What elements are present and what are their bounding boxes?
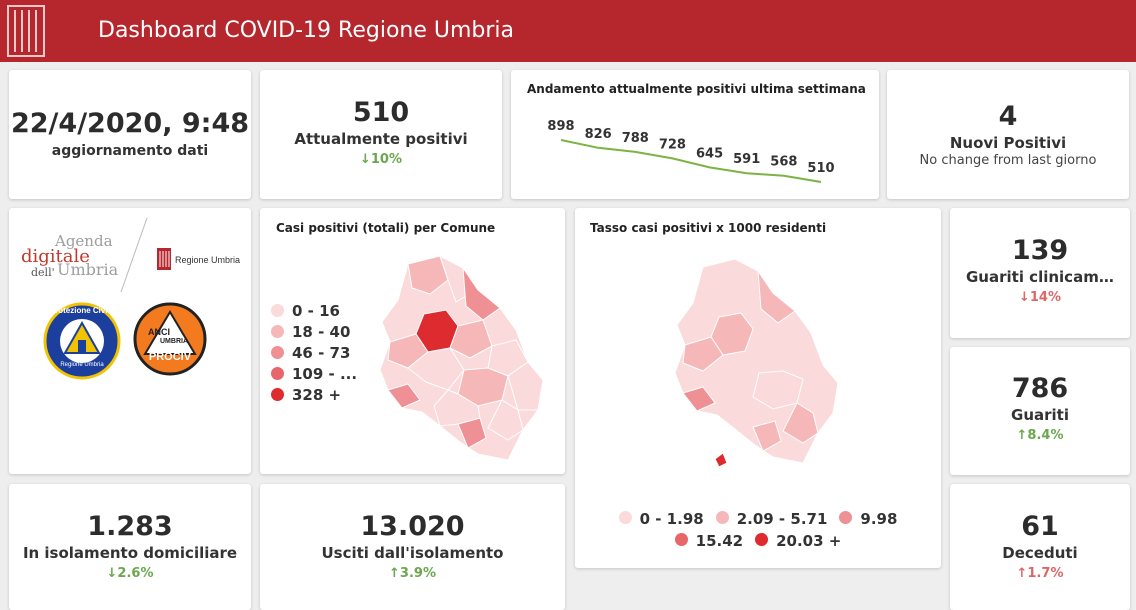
update-datetime: 22/4/2020, 9:48	[10, 108, 250, 139]
trend-data-label: 788	[622, 131, 649, 146]
protezione-top-label: Protezione Civile	[49, 306, 115, 315]
legend-item: 20.03 +	[755, 532, 841, 550]
arrow-up-icon: ↑	[1016, 428, 1028, 443]
trend-data-label: 728	[659, 137, 686, 152]
map2-umbria-map[interactable]	[663, 252, 843, 474]
map1-card: Casi positivi (totali) per Comune 0 - 16…	[260, 208, 565, 474]
legend-item: 109 - ...	[271, 363, 357, 384]
isolamento-label: In isolamento domiciliare	[22, 544, 238, 562]
deceduti-label: Deceduti	[1002, 544, 1078, 562]
nuovi-value: 4	[998, 101, 1018, 132]
map2-title: Tasso casi positivi x 1000 residenti	[590, 221, 827, 235]
arrow-up-icon: ↑	[1016, 566, 1028, 581]
usciti-card: 13.020 Usciti dall'isolamento ↑3.9%	[260, 484, 565, 610]
map1-legend: 0 - 16 18 - 40 46 - 73 109 - ... 328 +	[271, 300, 357, 405]
nuovi-label: Nuovi Positivi	[949, 134, 1067, 152]
legend-dot	[755, 533, 769, 546]
map2-legend: 0 - 1.98 2.09 - 5.71 9.98 15.42 20.03 +	[575, 508, 941, 552]
trend-title: Andamento attualmente positivi ultima se…	[527, 82, 866, 96]
positivi-card: 510 Attualmente positivi ↓10%	[260, 70, 502, 199]
map1-title: Casi positivi (totali) per Comune	[276, 221, 496, 235]
legend-dot	[618, 511, 632, 524]
guariti-value: 786	[1011, 373, 1069, 404]
positivi-change: ↓10%	[359, 152, 403, 167]
legend-item: 9.98	[839, 510, 897, 528]
map2-card: Tasso casi positivi x 1000 residenti 0 -…	[575, 208, 941, 568]
usciti-change: ↑3.9%	[389, 566, 436, 581]
legend-dot	[271, 367, 284, 380]
trend-data-label: 645	[696, 146, 723, 161]
anci-umbria-label: UMBRIA	[160, 338, 188, 345]
arrow-up-icon: ↑	[389, 566, 400, 581]
trend-line	[560, 139, 822, 183]
nuovi-note: No change from last giorno	[919, 153, 1097, 168]
agenda-digitale-logo: Agenda digitale dell' Umbria	[21, 232, 119, 279]
update-label: aggiornamento dati	[51, 143, 209, 159]
trend-card: Andamento attualmente positivi ultima se…	[511, 70, 879, 199]
positivi-label: Attualmente positivi	[294, 130, 468, 148]
arrow-down-icon: ↓	[106, 566, 118, 581]
divider-icon	[120, 217, 148, 293]
deceduti-change: ↑1.7%	[1016, 566, 1064, 581]
trend-data-label: 568	[770, 155, 797, 170]
legend-item: 46 - 73	[271, 342, 357, 363]
legend-dot	[271, 325, 284, 338]
map1-umbria-map[interactable]	[368, 250, 548, 470]
legend-dot	[674, 533, 688, 546]
arrow-down-icon: ↓	[359, 152, 371, 167]
protezione-civile-logo-icon	[43, 302, 121, 380]
update-card: 22/4/2020, 9:48 aggiornamento dati	[9, 70, 251, 199]
nuovi-card: 4 Nuovi Positivi No change from last gio…	[887, 70, 1129, 199]
legend-item: 18 - 40	[271, 321, 357, 342]
guariti-clinici-value: 139	[1011, 235, 1069, 266]
legend-dot	[271, 388, 284, 401]
legend-dot	[839, 511, 853, 524]
legend-item: 328 +	[271, 384, 357, 405]
usciti-label: Usciti dall'isolamento	[321, 544, 504, 562]
trend-data-label: 591	[733, 152, 760, 167]
legend-dot	[715, 511, 729, 524]
regione-umbria-logo-icon	[7, 5, 45, 57]
legend-dot	[271, 304, 284, 317]
guariti-clinici-card: 139 Guariti clinicamente ↓14%	[950, 208, 1130, 338]
anci-label: ANCI	[148, 327, 170, 337]
trend-data-label: 510	[807, 161, 834, 176]
guariti-change: ↑8.4%	[1016, 428, 1064, 443]
anci-prociv-logo-icon	[133, 302, 207, 376]
isolamento-change: ↓2.6%	[106, 566, 154, 581]
usciti-value: 13.020	[360, 511, 465, 542]
guariti-clinici-label: Guariti clinicamente	[966, 268, 1114, 286]
legend-item: 0 - 16	[271, 300, 357, 321]
legend-item: 15.42	[674, 532, 743, 550]
arrow-down-icon: ↓	[1018, 290, 1030, 305]
protezione-bottom-label: Regione Umbria	[60, 362, 104, 368]
guariti-clinici-change: ↓14%	[1018, 290, 1062, 305]
header-bar: Dashboard COVID-19 Regione Umbria	[0, 0, 1136, 62]
deceduti-value: 61	[1021, 511, 1059, 542]
legend-item: 0 - 1.98	[618, 510, 704, 528]
page-title: Dashboard COVID-19 Regione Umbria	[98, 18, 515, 43]
trend-chart: 898 826 788 728 645 591 568 510	[547, 119, 835, 183]
legend-dot	[271, 346, 284, 359]
anci-prociv-label: PROCIV	[148, 351, 192, 363]
guariti-label: Guariti	[1011, 406, 1069, 424]
isolamento-card: 1.283 In isolamento domiciliare ↓2.6%	[9, 484, 251, 610]
legend-item: 2.09 - 5.71	[715, 510, 827, 528]
regione-umbria-label: Regione Umbria	[175, 255, 241, 265]
deceduti-card: 61 Deceduti ↑1.7%	[950, 484, 1130, 610]
trend-data-label: 898	[547, 119, 574, 134]
positivi-value: 510	[352, 97, 410, 128]
guariti-card: 786 Guariti ↑8.4%	[950, 347, 1130, 475]
trend-data-label: 826	[585, 127, 612, 142]
isolamento-value: 1.283	[87, 511, 173, 542]
logos-card: Agenda digitale dell' Umbria Regione Umb…	[9, 208, 251, 474]
regione-umbria-small-icon	[157, 248, 171, 270]
